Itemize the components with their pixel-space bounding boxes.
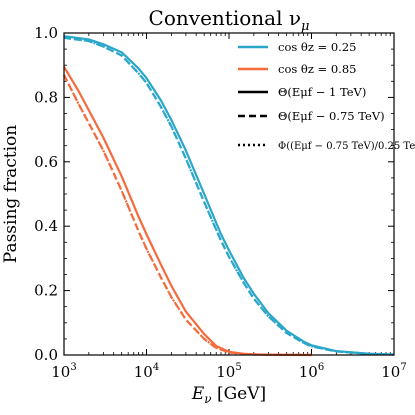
chart-title-main: Conventional ν bbox=[149, 6, 301, 30]
chart-title-subscript: μ bbox=[301, 19, 309, 34]
x-axis-label-unit: [GeV] bbox=[212, 384, 267, 404]
x-tick-label: 106 bbox=[299, 362, 324, 381]
series-line-1 bbox=[63, 36, 395, 356]
y-axis-label: Passing fraction bbox=[1, 125, 21, 264]
series-line-0 bbox=[63, 35, 395, 356]
x-axis-label-subscript: ν bbox=[204, 392, 211, 406]
x-tick-label: 103 bbox=[51, 362, 76, 381]
chart-title: Conventional νμ bbox=[149, 6, 310, 34]
legend-label-theta-075tev: Θ(Eμf − 0.75 TeV) bbox=[278, 109, 385, 123]
ticks-layer: 103 104 105 106 107 0.0 0.2 0.4 0.6 0.8 1.0 bbox=[34, 24, 407, 381]
legend-label-theta-1tev: Θ(Eμf − 1 TeV) bbox=[278, 85, 366, 99]
x-axis-label-symbol: E bbox=[191, 384, 205, 404]
y-tick-label: 0.0 bbox=[34, 346, 58, 364]
legend: cos θz = 0.25 cos θz = 0.85 Θ(Eμf − 1 Te… bbox=[238, 40, 415, 152]
plot-frame bbox=[63, 32, 395, 356]
x-tick-label: 107 bbox=[381, 362, 406, 381]
x-axis-label: Eν [GeV] bbox=[191, 384, 266, 406]
x-tick-label: 104 bbox=[134, 362, 159, 381]
y-tick-label: 0.8 bbox=[34, 88, 58, 106]
y-tick-label: 1.0 bbox=[34, 24, 58, 42]
x-tick-label: 105 bbox=[216, 362, 241, 381]
legend-label-cos025: cos θz = 0.25 bbox=[278, 40, 356, 54]
legend-label-cos085: cos θz = 0.85 bbox=[278, 62, 356, 76]
y-tick-label: 0.4 bbox=[34, 217, 58, 235]
series-line-3 bbox=[63, 66, 312, 357]
y-tick-label: 0.6 bbox=[34, 153, 58, 171]
legend-label-phi: Φ((Eμf − 0.75 TeV)/0.25 TeV) bbox=[278, 141, 415, 152]
y-tick-label: 0.2 bbox=[34, 282, 58, 300]
